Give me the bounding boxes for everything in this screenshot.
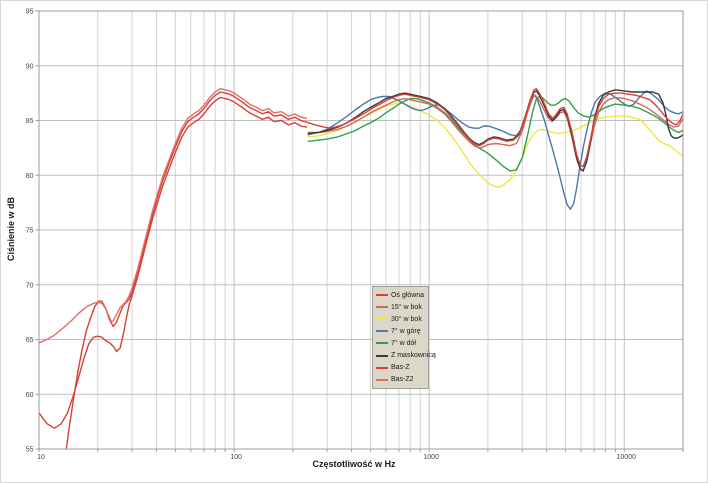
x-tick-label: 1000 [423, 454, 439, 461]
plot-frame [38, 10, 684, 450]
legend-item: 7° w górę [373, 325, 428, 337]
legend-item-label: 7° w dół [391, 339, 416, 347]
legend-item: Bas-Z [373, 362, 428, 374]
y-tick-label: 95 [26, 9, 34, 16]
legend-item-label: Bas-Z2 [391, 376, 414, 384]
legend-item: 7° w dół [373, 337, 428, 349]
y-tick-label: 75 [26, 228, 34, 235]
legend-line-swatch [376, 306, 388, 309]
series-line-1 [65, 88, 684, 450]
legend-line-swatch [376, 366, 388, 369]
legend-line-swatch [376, 342, 388, 345]
series-line-3 [307, 102, 684, 188]
legend-line-swatch [376, 354, 388, 357]
y-axis-title: Ciśnienie w dB [6, 197, 16, 262]
legend-item-label: Bas-Z [391, 364, 410, 372]
y-tick-label: 65 [26, 337, 34, 344]
legend: Oś główna 15° w bok 30° w bok 7° w górę … [372, 286, 436, 389]
series-line-6 [307, 89, 684, 172]
y-tick-label: 80 [26, 173, 34, 180]
x-tick-label: 10000 [617, 454, 637, 461]
y-tick-label: 55 [26, 447, 34, 454]
y-tick-label: 85 [26, 118, 34, 125]
legend-item: Oś główna [373, 289, 428, 301]
legend-item-label: 15° w bok [391, 303, 422, 311]
gridlines [38, 10, 684, 450]
legend-line-swatch [376, 318, 388, 321]
series-line-4 [307, 90, 684, 210]
x-axis-title: Częstotliwość w Hz [312, 459, 396, 469]
y-tick-label: 70 [26, 282, 34, 289]
legend-item: 30° w bok [373, 313, 428, 325]
legend-item-label: Oś główna [391, 291, 425, 299]
x-tick-label: 10 [37, 454, 45, 461]
axis-ticks: 55 60 65 70 75 80 85 90 95 10 100 1000 10000 [26, 9, 684, 461]
legend-line-swatch [376, 294, 388, 297]
legend-line-swatch [376, 330, 388, 333]
legend-item: 15° w bok [373, 301, 428, 313]
y-tick-label: 60 [26, 392, 34, 399]
legend-item-label: 30° w bok [391, 315, 422, 323]
series-line-8 [38, 88, 308, 344]
x-tick-label: 100 [230, 454, 242, 461]
series-line-2 [307, 94, 684, 172]
series-line-5 [307, 95, 684, 172]
legend-item-label: 7° w górę [391, 327, 421, 335]
series-lines [38, 88, 684, 450]
y-tick-label: 90 [26, 63, 34, 70]
legend-item-label: Z maskownicą [391, 352, 436, 360]
legend-item: Z maskownicą [373, 349, 436, 361]
legend-item: Bas-Z2 [373, 374, 428, 386]
series-line-7 [38, 96, 308, 429]
legend-line-swatch [376, 378, 388, 381]
